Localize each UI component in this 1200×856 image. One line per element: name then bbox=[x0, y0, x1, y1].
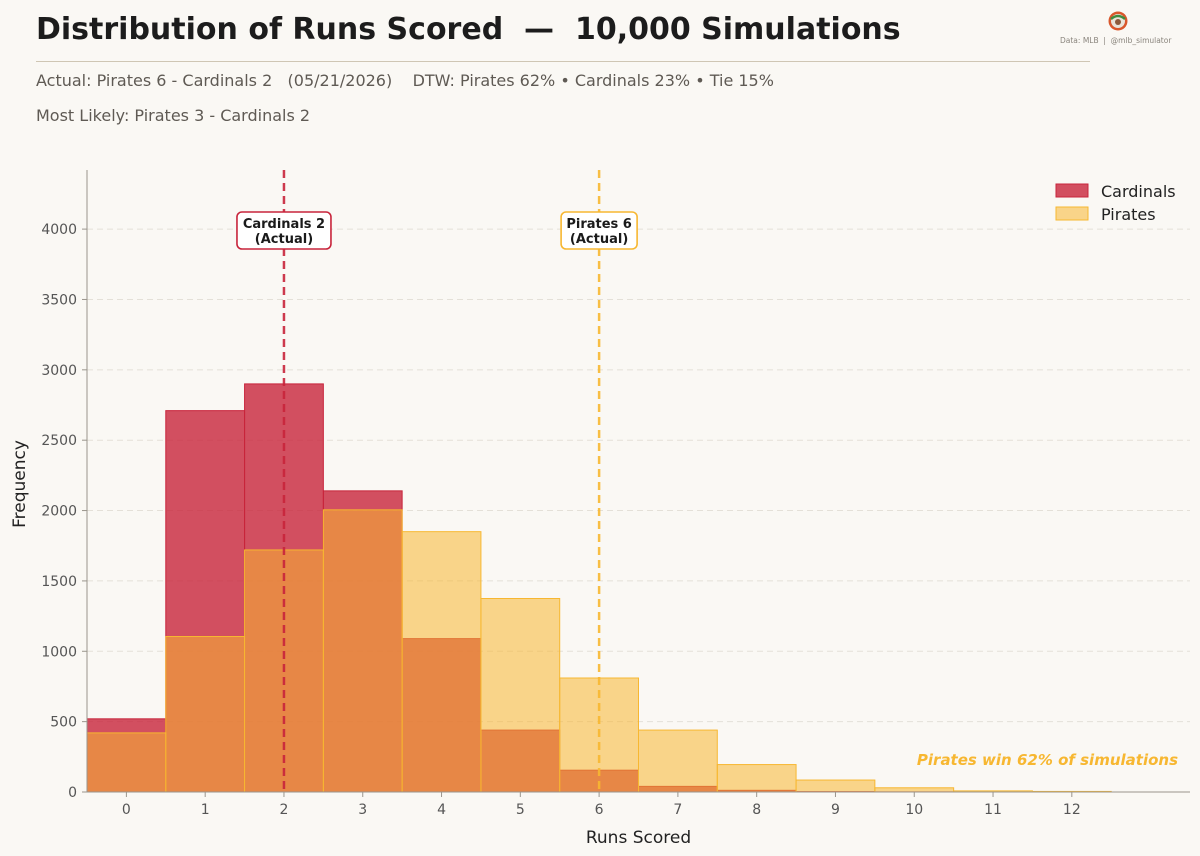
pirates-bar bbox=[638, 729, 718, 793]
x-tick-label: 7 bbox=[673, 802, 682, 818]
x-tick-label: 4 bbox=[437, 802, 446, 818]
x-tick-label: 0 bbox=[122, 802, 131, 818]
x-axis-title: Runs Scored bbox=[586, 828, 691, 848]
simulator-logo-icon bbox=[1108, 11, 1128, 31]
y-tick-label: 3500 bbox=[41, 292, 77, 308]
pirates-bar bbox=[795, 779, 876, 793]
pirates-bar bbox=[322, 509, 403, 793]
pirates-bar bbox=[401, 531, 482, 793]
x-tick-label: 1 bbox=[201, 802, 210, 818]
y-tick-label: 1000 bbox=[41, 644, 77, 660]
actual-score-lines: Cardinals 2(Actual)Pirates 6(Actual) bbox=[236, 170, 638, 792]
pirates-bar bbox=[716, 764, 797, 793]
pirates-bar bbox=[165, 636, 246, 793]
cardinals-legend-swatch bbox=[1055, 183, 1089, 198]
legend: Cardinals Pirates bbox=[1055, 182, 1176, 224]
most-likely-subtitle: Most Likely: Pirates 3 - Cardinals 2 bbox=[36, 106, 311, 125]
pirates-legend-label: Pirates bbox=[1101, 205, 1156, 224]
title-divider bbox=[36, 61, 1090, 62]
y-tick-label: 3000 bbox=[41, 363, 77, 379]
y-tick-label: 1500 bbox=[41, 574, 77, 590]
cardinals-legend-label: Cardinals bbox=[1101, 182, 1176, 201]
chart-title: Distribution of Runs Scored — 10,000 Sim… bbox=[36, 12, 901, 47]
actual-label-line1: Pirates 6 bbox=[566, 217, 632, 232]
y-tick-label: 0 bbox=[68, 785, 77, 801]
pirates-bar bbox=[86, 732, 167, 793]
x-tick-label: 2 bbox=[280, 802, 289, 818]
x-tick-label: 5 bbox=[516, 802, 525, 818]
x-tick-label: 9 bbox=[831, 802, 840, 818]
x-tick-label: 3 bbox=[358, 802, 367, 818]
actual-label-box bbox=[560, 211, 638, 250]
win-probability-annotation: Pirates win 62% of simulations bbox=[917, 751, 1178, 769]
x-tick-label: 12 bbox=[1063, 802, 1081, 818]
x-tick-label: 8 bbox=[752, 802, 761, 818]
actual-label-line2: (Actual) bbox=[570, 232, 628, 247]
y-tick-label: 2000 bbox=[41, 504, 77, 520]
x-tick-label: 11 bbox=[984, 802, 1002, 818]
actual-result-subtitle: Actual: Pirates 6 - Cardinals 2 (05/21/2… bbox=[36, 71, 774, 90]
actual-label-box bbox=[236, 211, 332, 250]
y-tick-label: 2500 bbox=[41, 433, 77, 449]
pirates-bar bbox=[874, 787, 955, 793]
actual-label-line1: Cardinals 2 bbox=[243, 217, 325, 232]
x-tick-label: 6 bbox=[595, 802, 604, 818]
annotation: Pirates win 62% of simulations bbox=[917, 751, 1178, 769]
pirates-legend-swatch bbox=[1055, 206, 1089, 221]
y-tick-label: 500 bbox=[50, 715, 77, 731]
y-axis-title: Frequency bbox=[10, 440, 30, 528]
x-tick-label: 10 bbox=[905, 802, 923, 818]
data-credit: Data: MLB | @mlb_simulator bbox=[1060, 36, 1172, 45]
actual-label-line2: (Actual) bbox=[255, 232, 313, 247]
y-tick-label: 4000 bbox=[41, 222, 77, 238]
pirates-bar bbox=[480, 598, 561, 793]
